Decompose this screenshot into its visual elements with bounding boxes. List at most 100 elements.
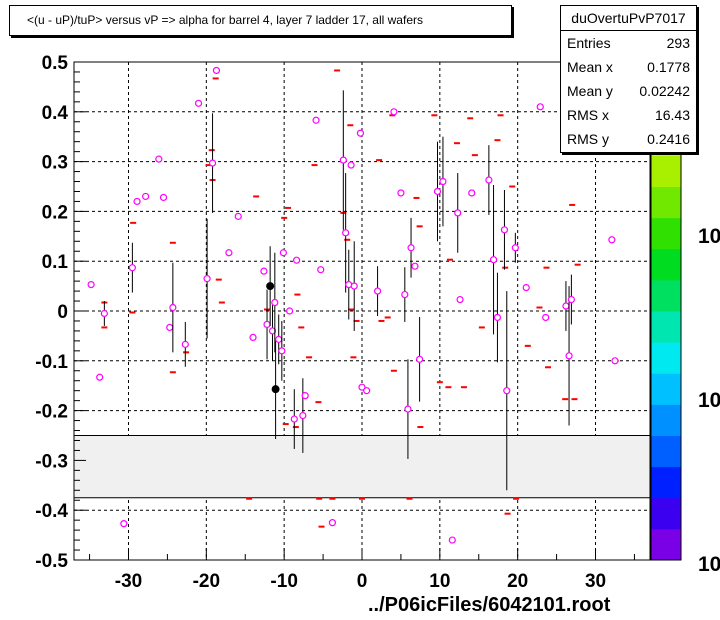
data-point — [565, 352, 573, 360]
data-point — [562, 302, 570, 310]
data-point — [290, 415, 298, 423]
data-point — [271, 298, 279, 307]
color-scale-swatch — [651, 311, 681, 343]
data-point — [120, 520, 128, 528]
data-point — [279, 249, 287, 257]
stats-label: Mean y — [567, 83, 613, 99]
stats-histogram-name: duOvertuPvP7017 — [561, 6, 696, 31]
data-point — [456, 295, 464, 304]
data-point — [503, 387, 511, 395]
color-scale-swatch — [651, 497, 681, 530]
data-point — [356, 129, 365, 137]
data-point — [293, 256, 301, 264]
data-point — [203, 275, 211, 283]
x-tick-label: 20 — [507, 571, 528, 592]
data-point — [133, 197, 141, 206]
data-point-filled — [271, 385, 280, 394]
data-point — [407, 244, 415, 252]
data-point — [454, 209, 462, 217]
x-tick-label: 30 — [585, 571, 606, 592]
data-point — [194, 99, 203, 107]
data-point — [159, 193, 168, 202]
y-tick-label: 0 — [57, 302, 68, 323]
color-scale-swatch — [651, 155, 681, 187]
excluded-band — [73, 435, 651, 499]
color-scale-swatch — [651, 186, 681, 219]
y-tick-label: 0.4 — [42, 103, 69, 124]
red-dash-markers — [101, 69, 619, 528]
data-point — [363, 387, 371, 395]
data-point — [263, 320, 271, 329]
x-tick-label: 10 — [429, 571, 450, 592]
stats-value: 0.1778 — [647, 59, 690, 75]
data-point — [249, 333, 257, 341]
data-point — [608, 236, 616, 244]
data-point — [448, 536, 456, 544]
data-point — [166, 323, 174, 332]
data-point — [522, 283, 530, 292]
data-point — [317, 266, 325, 274]
data-point — [286, 307, 294, 315]
stats-label: Entries — [567, 35, 611, 51]
stats-row-mean-y: Mean y 0.02242 — [561, 79, 696, 103]
data-point — [234, 212, 242, 220]
data-point-filled — [266, 282, 275, 291]
data-point — [416, 355, 424, 363]
y-tick-label: 0.2 — [42, 202, 68, 223]
data-point — [260, 267, 268, 275]
data-point — [100, 309, 108, 318]
color-scale-swatch — [651, 342, 681, 374]
data-point — [439, 177, 447, 186]
color-scale-swatch — [651, 373, 681, 405]
data-point — [489, 256, 498, 264]
data-point — [299, 411, 307, 420]
x-tick-label: -30 — [115, 571, 142, 592]
data-point — [411, 262, 419, 270]
x-tick-label: -20 — [193, 571, 220, 592]
data-point — [225, 249, 233, 257]
color-scale-swatch — [651, 404, 681, 436]
stats-label: RMS y — [567, 131, 609, 147]
stats-row-entries: Entries 293 — [561, 31, 696, 55]
chart-title: <(u - uP)/tuP> versus vP => alpha for ba… — [9, 5, 512, 36]
stats-label: Mean x — [567, 59, 613, 75]
color-scale-label: 10 — [698, 225, 720, 248]
color-scale-label: 10 — [698, 553, 720, 576]
axes: -30 -20 -10 0 10 20 30 0.5 0.4 0.3 0.2 0.1 0 -0.1 -0.2… — [35, 53, 651, 592]
data-point — [404, 405, 412, 413]
color-scale-swatch — [651, 279, 681, 312]
data-point — [347, 161, 355, 169]
color-scale-swatch — [651, 248, 681, 281]
file-path-label: ../P06icFiles/6042101.root — [368, 594, 611, 616]
stats-value: 293 — [666, 35, 690, 51]
data-point — [278, 347, 286, 355]
data-point — [401, 290, 409, 299]
color-scale-label: 10 — [698, 389, 720, 412]
y-tick-label: -0.2 — [35, 402, 68, 423]
stats-label: RMS x — [567, 107, 609, 123]
y-tick-label: 0.3 — [42, 153, 68, 174]
stats-row-mean-x: Mean x 0.1778 — [561, 55, 696, 79]
data-point — [96, 373, 104, 381]
data-point — [500, 226, 509, 234]
stats-box: duOvertuPvP7017 Entries 293 Mean x 0.1778 … — [560, 5, 697, 153]
stats-row-rms-y: RMS y 0.2416 — [561, 127, 696, 151]
data-point — [339, 156, 347, 164]
data-point — [397, 189, 405, 197]
data-point — [373, 287, 382, 295]
data-point — [536, 103, 544, 111]
color-scale-swatch — [651, 466, 681, 499]
data-point — [611, 357, 619, 365]
data-point — [350, 282, 358, 290]
data-point — [433, 187, 442, 196]
y-tick-label: -0.4 — [35, 501, 68, 522]
stats-row-rms-x: RMS x 16.43 — [561, 103, 696, 127]
data-point — [485, 176, 493, 184]
color-scale-swatch — [651, 528, 681, 561]
data-point — [358, 383, 366, 391]
color-scale-swatch — [651, 217, 681, 250]
data-point — [87, 281, 95, 289]
data-point — [275, 335, 283, 343]
x-tick-label: 0 — [357, 571, 368, 592]
